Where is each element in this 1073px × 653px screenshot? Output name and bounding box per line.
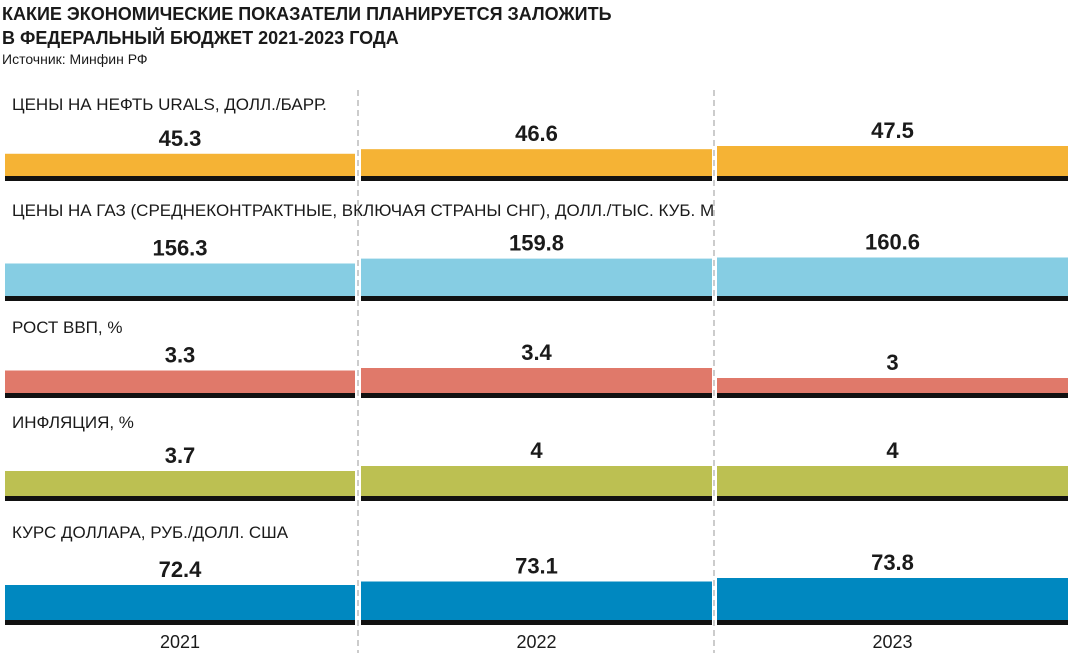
value-label: 72.4 bbox=[159, 557, 203, 582]
panel-title: РОСТ ВВП, % bbox=[12, 318, 122, 337]
panel-title: ИНФЛЯЦИЯ, % bbox=[12, 413, 134, 432]
bar bbox=[5, 471, 355, 496]
baseline bbox=[361, 620, 712, 625]
baseline bbox=[717, 296, 1068, 301]
chart-title: В ФЕДЕРАЛЬНЫЙ БЮДЖЕТ 2021-2023 ГОДА bbox=[2, 27, 399, 48]
value-label: 156.3 bbox=[152, 235, 207, 260]
baseline bbox=[361, 176, 712, 181]
bar bbox=[717, 257, 1068, 296]
baseline bbox=[5, 296, 355, 301]
baseline bbox=[361, 296, 712, 301]
value-label: 4 bbox=[530, 438, 543, 463]
value-label: 3 bbox=[886, 350, 898, 375]
bar bbox=[361, 368, 712, 393]
x-tick-label: 2022 bbox=[516, 632, 556, 652]
bar bbox=[361, 149, 712, 176]
baseline bbox=[5, 176, 355, 181]
baseline bbox=[361, 393, 712, 398]
value-label: 3.7 bbox=[165, 443, 196, 468]
bar bbox=[361, 581, 712, 620]
source: Источник: Минфин РФ bbox=[2, 51, 148, 67]
bar bbox=[717, 578, 1068, 620]
value-label: 159.8 bbox=[509, 231, 564, 256]
bar bbox=[5, 370, 355, 393]
baseline bbox=[717, 620, 1068, 625]
bar bbox=[361, 258, 712, 296]
panel-title: ЦЕНЫ НА ГАЗ (СРЕДНЕКОНТРАКТНЫЕ, ВКЛЮЧАЯ … bbox=[12, 201, 714, 220]
bar bbox=[5, 153, 355, 176]
bar bbox=[717, 146, 1068, 176]
value-label: 4 bbox=[886, 438, 899, 463]
bar bbox=[361, 466, 712, 496]
bar bbox=[717, 466, 1068, 496]
x-tick-label: 2021 bbox=[160, 632, 200, 652]
bar bbox=[717, 378, 1068, 393]
baseline bbox=[5, 496, 355, 501]
baseline bbox=[717, 176, 1068, 181]
value-label: 45.3 bbox=[159, 126, 202, 151]
bar bbox=[5, 263, 355, 296]
x-tick-label: 2023 bbox=[872, 632, 912, 652]
value-label: 46.6 bbox=[515, 121, 558, 146]
panel-title: КУРС ДОЛЛАРА, РУБ./ДОЛЛ. США bbox=[12, 523, 289, 542]
chart-title: КАКИЕ ЭКОНОМИЧЕСКИЕ ПОКАЗАТЕЛИ ПЛАНИРУЕТ… bbox=[2, 4, 612, 24]
bar bbox=[5, 585, 355, 620]
panel-title: ЦЕНЫ НА НЕФТЬ URALS, ДОЛЛ./БАРР. bbox=[12, 95, 327, 114]
baseline bbox=[717, 496, 1068, 501]
value-label: 73.8 bbox=[871, 550, 914, 575]
value-label: 47.5 bbox=[871, 118, 914, 143]
baseline bbox=[717, 393, 1068, 398]
value-label: 160.6 bbox=[865, 229, 920, 254]
baseline bbox=[5, 393, 355, 398]
value-label: 73.1 bbox=[515, 554, 558, 579]
value-label: 3.4 bbox=[521, 340, 552, 365]
baseline bbox=[361, 496, 712, 501]
baseline bbox=[5, 620, 355, 625]
value-label: 3.3 bbox=[165, 343, 196, 368]
